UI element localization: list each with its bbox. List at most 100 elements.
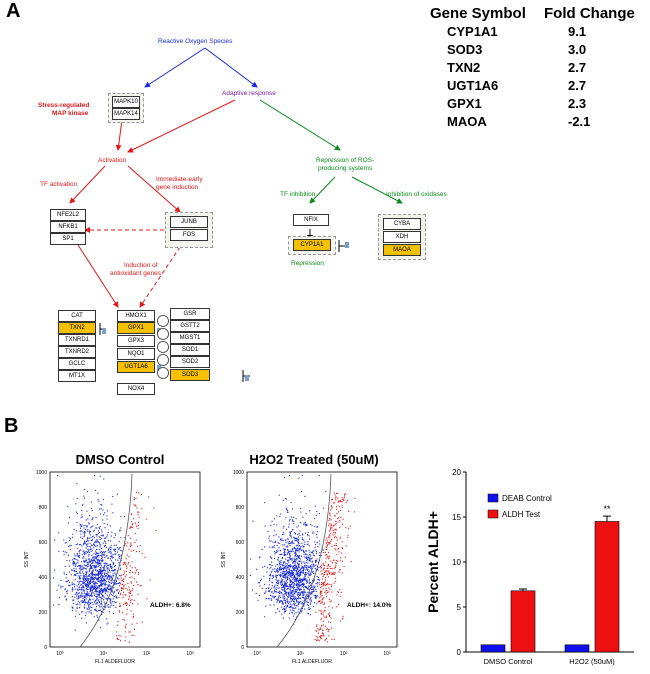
scatter-point [130, 610, 132, 612]
scatter-point [123, 570, 125, 572]
scatter-point [317, 639, 319, 641]
scatter-point [103, 596, 105, 598]
scatter-point [281, 613, 283, 615]
scatter-point [78, 592, 80, 594]
scatter-point [269, 556, 271, 558]
scatter-point [101, 605, 103, 607]
scatter-point [315, 595, 317, 597]
scatter-point [76, 606, 78, 608]
scatter-point [325, 584, 327, 586]
scatter-point [298, 608, 300, 610]
scatter-point [294, 576, 296, 578]
scatter-point [259, 595, 261, 597]
scatter-point [120, 635, 122, 637]
scatter-point [286, 601, 289, 603]
scatter-point [84, 583, 86, 585]
bar [594, 521, 620, 653]
scatter-point [88, 551, 90, 554]
scatter-point [322, 582, 324, 584]
scatter-point [116, 597, 118, 599]
scatter-point [112, 564, 114, 566]
scatter-point [308, 595, 310, 597]
scatter-point [68, 585, 71, 587]
scatter-point [287, 596, 289, 598]
scatter-point [65, 573, 68, 575]
scatter-point [101, 560, 103, 562]
scatter-point [324, 640, 326, 642]
scatter-point [299, 573, 301, 575]
scatter-point [302, 550, 305, 552]
scatter-point [94, 555, 96, 558]
scatter-point [324, 591, 326, 593]
scatter-point [133, 629, 135, 631]
flow-plot-1-title: DMSO Control [75, 452, 165, 467]
scatter-point [308, 606, 310, 608]
scatter-point [282, 579, 284, 581]
scatter-point [97, 560, 99, 562]
scatter-point [302, 596, 305, 599]
scatter-point [286, 588, 288, 590]
scatter-point [298, 569, 300, 571]
scatter-point [295, 591, 297, 593]
scatter-point [91, 581, 93, 583]
scatter-point [271, 598, 273, 600]
scatter-point [322, 563, 324, 565]
x-axis-label: FL1 ALDEFLUOR [95, 659, 135, 665]
scatter-point [94, 576, 96, 579]
scatter-point [299, 560, 301, 562]
scatter-point [325, 587, 327, 589]
scatter-point [303, 561, 305, 563]
scatter-point [299, 578, 301, 580]
scatter-point [350, 561, 352, 563]
scatter-point [75, 544, 77, 546]
scatter-point [81, 514, 83, 516]
scatter-point [295, 584, 297, 586]
scatter-point [82, 577, 84, 579]
scatter-point [100, 583, 102, 585]
scatter-point [76, 521, 78, 523]
scatter-point [119, 568, 121, 570]
scatter-point [107, 603, 109, 605]
scatter-point [269, 604, 271, 606]
scatter-point [91, 566, 93, 568]
scatter-point [311, 560, 314, 562]
scatter-point [300, 549, 302, 551]
scatter-point [98, 596, 100, 598]
scatter-point [273, 535, 275, 537]
scatter-point [292, 598, 294, 600]
scatter-point [106, 587, 108, 589]
scatter-point [304, 573, 306, 575]
scatter-point [69, 549, 71, 551]
scatter-point [89, 574, 91, 576]
scatter-point [96, 555, 98, 557]
scatter-point [305, 557, 307, 559]
scatter-point [83, 582, 85, 584]
scatter-point [74, 588, 76, 590]
scatter-point [293, 595, 295, 597]
scatter-point [326, 567, 328, 570]
scatter-point [85, 598, 87, 600]
scatter-point [306, 557, 308, 559]
scatter-point [296, 586, 298, 588]
scatter-point [76, 554, 78, 556]
scatter-point [285, 601, 287, 603]
gate-line [276, 473, 332, 648]
bar [480, 644, 506, 653]
scatter-point [315, 533, 317, 535]
scatter-point [119, 582, 121, 584]
scatter-point [308, 585, 310, 587]
scatter-point [280, 538, 282, 540]
scatter-point [78, 565, 80, 567]
scatter-point [289, 566, 292, 568]
scatter-point [121, 588, 123, 590]
scatter-point [273, 586, 275, 588]
panel-a-label: A [6, 0, 21, 22]
table-fold-cell: 2.7 [568, 78, 587, 93]
scatter-point [104, 575, 106, 577]
scatter-point [90, 602, 92, 604]
scatter-point [286, 568, 288, 570]
scatter-point [331, 498, 333, 500]
scatter-point [111, 604, 113, 606]
scatter-point [278, 547, 280, 549]
